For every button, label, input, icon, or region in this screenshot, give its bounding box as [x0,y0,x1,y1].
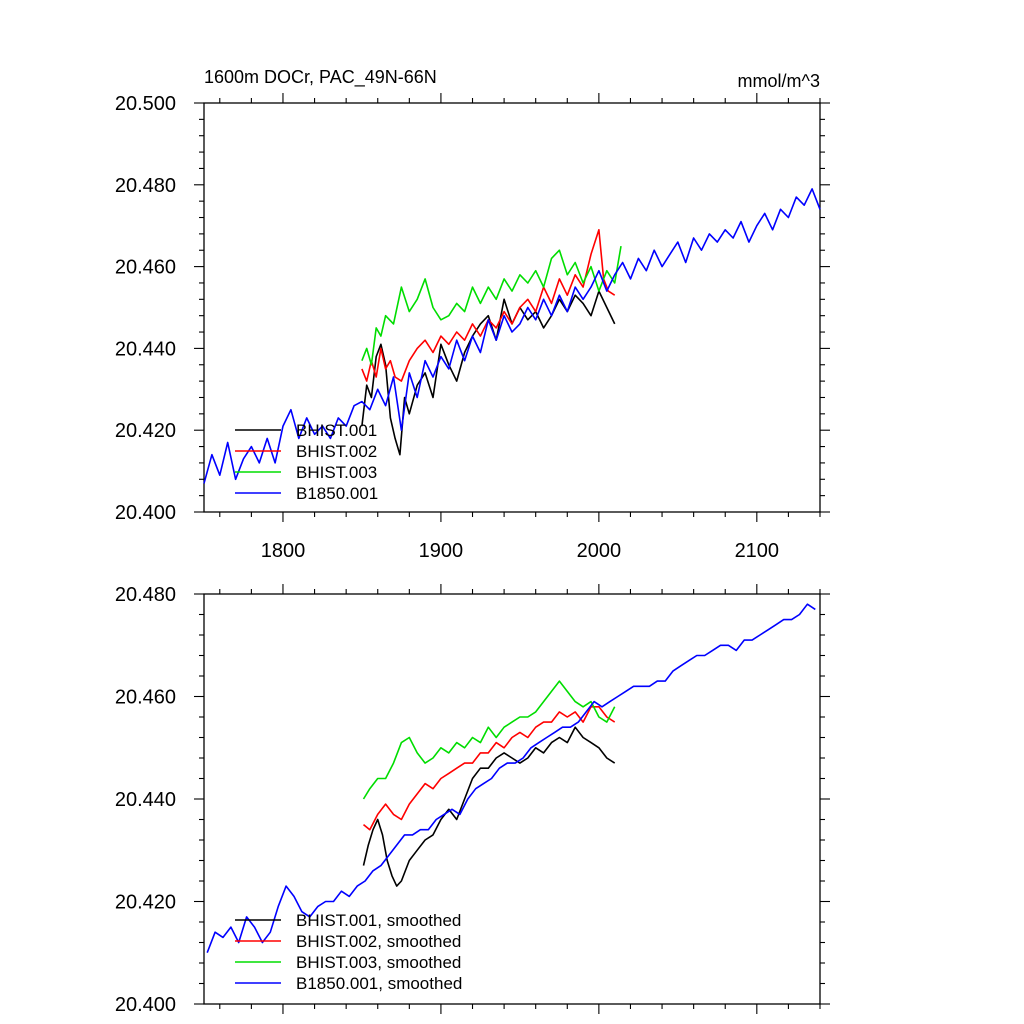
bottom-y-tick-label: 20.420 [115,892,176,914]
top-y-tick-label: 20.500 [115,93,176,115]
bottom-legend-label: BHIST.001, smoothed [296,911,461,930]
bottom-panel: 20.400 20.420 20.440 20.460 20.480 BHIST.001,… [115,584,830,1016]
top-y-tick-label: 20.480 [115,175,176,197]
top-x-tick-label: 2000 [577,540,622,562]
top-plot-frame [203,102,821,513]
bottom-legend-label: BHIST.003, smoothed [296,953,461,972]
bottom-y-tick-label: 20.400 [115,994,176,1016]
top-panel: 1600m DOCr, PAC_49N-66N mmol/m^3 20.400 2… [115,67,830,562]
bottom-series-line-1 [362,726,616,887]
bottom-y-tick-label: 20.440 [115,789,176,811]
top-series-line-1 [361,290,616,456]
bottom-legend-label: BHIST.002, smoothed [296,932,461,951]
top-series-line-3 [361,245,622,366]
top-x-tick-label: 2100 [735,540,780,562]
top-legend-label: BHIST.001 [296,421,377,440]
top-legend-label: B1850.001 [296,484,378,503]
top-series-line-4 [203,188,821,484]
bottom-series-line-4 [206,603,816,953]
top-series-line-2 [361,229,616,382]
top-chart-units: mmol/m^3 [738,71,820,91]
top-legend-label: BHIST.002 [296,442,377,461]
bottom-y-tick-label: 20.460 [115,687,176,709]
top-y-tick-label: 20.420 [115,420,176,442]
top-x-tick-label: 1900 [419,540,464,562]
top-legend-label: BHIST.003 [296,463,377,482]
top-y-tick-label: 20.400 [115,502,176,524]
top-x-tick-label: 1800 [261,540,306,562]
top-y-tick-label: 20.460 [115,257,176,279]
bottom-series-line-3 [362,680,616,800]
top-y-tick-label: 20.440 [115,338,176,360]
bottom-y-tick-label: 20.480 [115,584,176,606]
top-chart-title: 1600m DOCr, PAC_49N-66N [204,67,437,88]
bottom-legend-label: B1850.001, smoothed [296,974,462,993]
bottom-series-line-2 [362,705,616,831]
